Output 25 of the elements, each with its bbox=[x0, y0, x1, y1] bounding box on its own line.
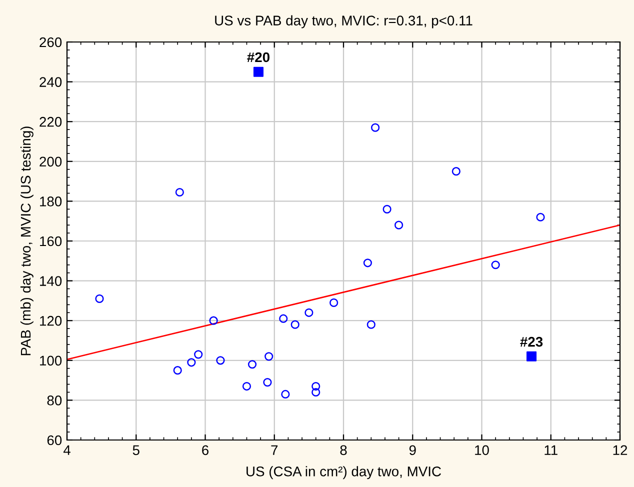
x-tick-label: 10 bbox=[475, 445, 489, 456]
y-tick-label: 180 bbox=[40, 196, 62, 206]
annotation: #23 bbox=[520, 336, 543, 347]
x-tick-label: 5 bbox=[132, 445, 140, 456]
y-tick-label: 220 bbox=[40, 116, 62, 127]
y-tick-label: 260 bbox=[40, 37, 62, 48]
y-tick-label: 120 bbox=[40, 316, 62, 326]
y-axis-title: PAB (mb) day two, MVIC (US testing) bbox=[20, 126, 34, 356]
x-axis-title: US (CSA in cm²) day two, MVIC bbox=[246, 466, 441, 480]
x-tick-label: 11 bbox=[544, 445, 558, 455]
x-tick-label: 9 bbox=[409, 445, 416, 456]
x-tick-label: 6 bbox=[202, 445, 208, 456]
chart-title: US vs PAB day two, MVIC: r=0.31, p<0.11 bbox=[215, 15, 472, 28]
x-tick-label: 4 bbox=[63, 445, 70, 455]
y-tick-label: 160 bbox=[40, 236, 62, 246]
y-tick-label: 140 bbox=[40, 276, 62, 286]
y-tick-label: 60 bbox=[47, 435, 62, 446]
y-tick-label: 240 bbox=[40, 77, 62, 87]
y-tick-label: 200 bbox=[40, 156, 62, 167]
x-tick-label: 7 bbox=[271, 445, 278, 455]
x-tick-label: 12 bbox=[613, 445, 628, 455]
y-tick-label: 80 bbox=[47, 396, 62, 406]
annotation: #20 bbox=[247, 52, 270, 62]
x-tick-label: 8 bbox=[340, 445, 347, 456]
y-tick-label: 100 bbox=[40, 356, 62, 366]
